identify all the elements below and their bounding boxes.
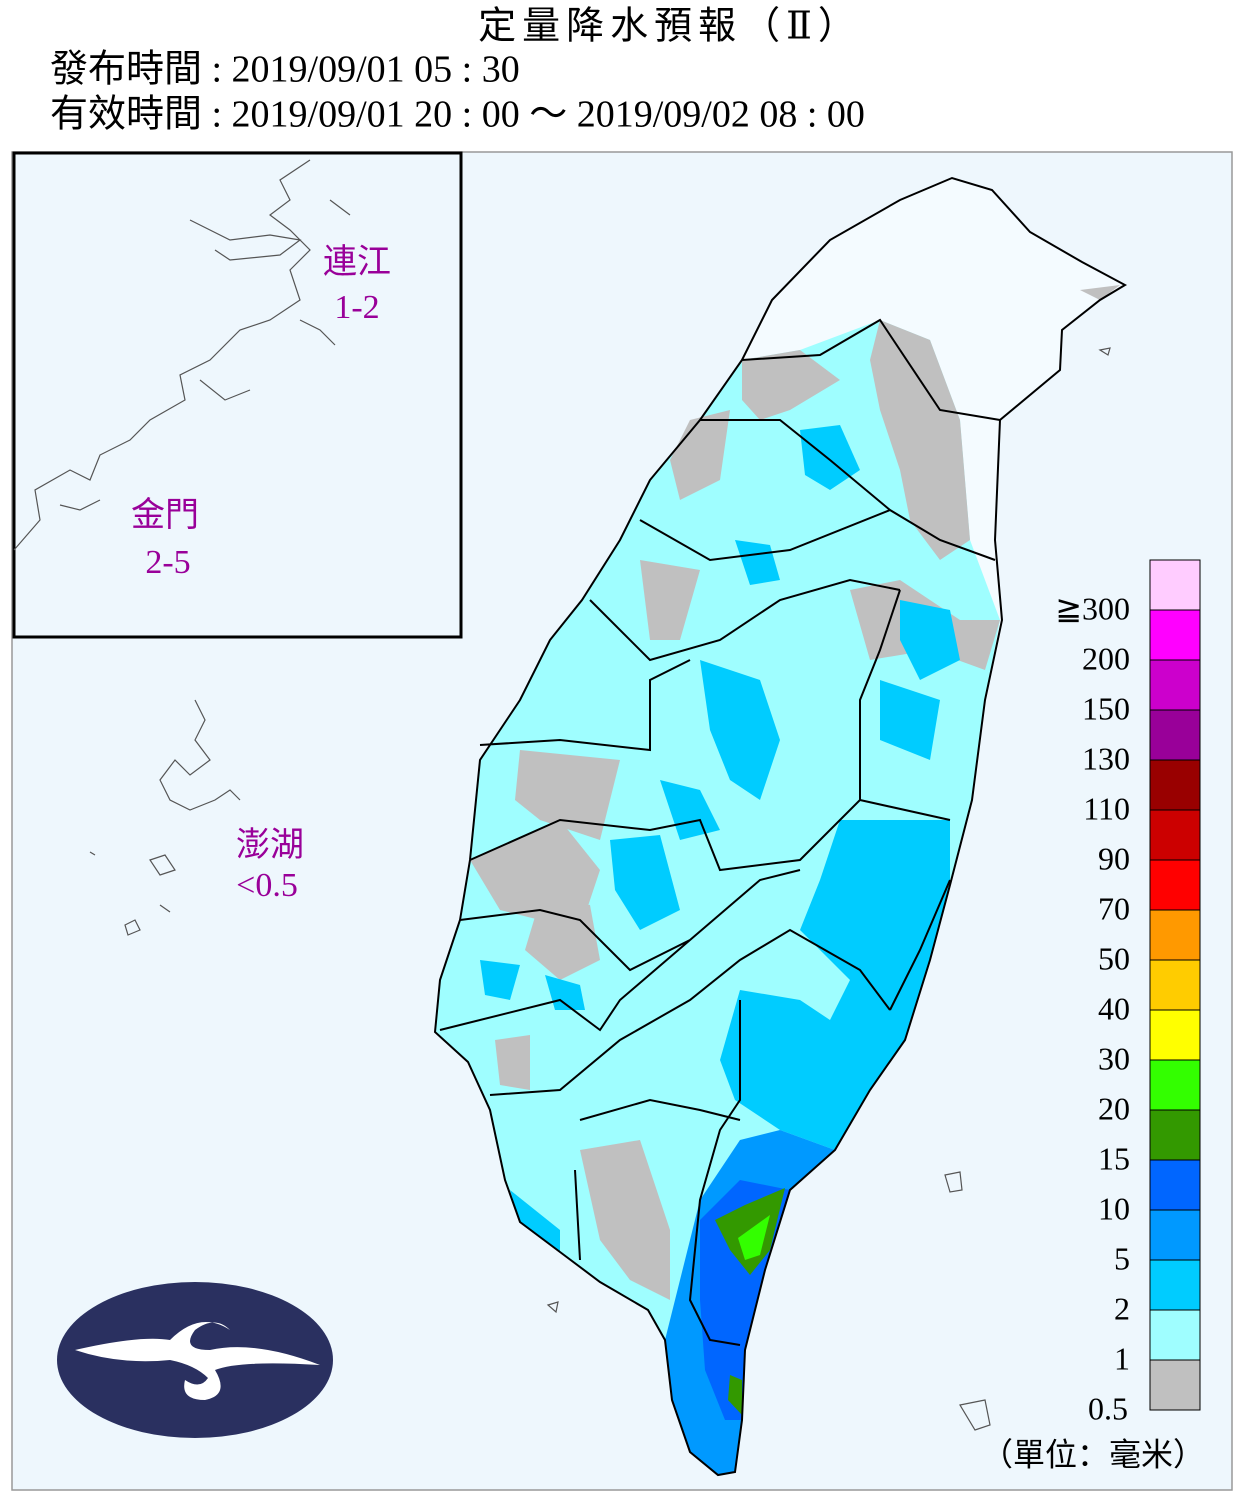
county-borders bbox=[439, 318, 1001, 1346]
legend-unit: （單位：毫米） bbox=[981, 1436, 1205, 1472]
legend-label: 200 bbox=[1082, 640, 1130, 676]
legend-label: 5 bbox=[1114, 1240, 1130, 1276]
legend-swatch bbox=[1149, 1259, 1201, 1311]
region-name: 金門 bbox=[131, 496, 199, 534]
rain-2-5 bbox=[480, 425, 960, 1252]
legend-swatch bbox=[1149, 709, 1201, 761]
legend-swatch bbox=[1149, 1109, 1201, 1161]
legend-label: 50 bbox=[1098, 940, 1130, 976]
region-name: 澎湖 bbox=[236, 826, 304, 864]
inset: 連江 1-2 金門 2-5 bbox=[12, 151, 463, 639]
legend-label: 15 bbox=[1098, 1140, 1130, 1176]
legend: （單位：毫米） 0.5 1 2 5 10 15 20 30 40 50 70 90 110 130 150 2… bbox=[981, 559, 1205, 1472]
legend-swatch bbox=[1149, 959, 1201, 1011]
legend-swatch bbox=[1149, 1309, 1201, 1361]
legend-swatch bbox=[1149, 609, 1201, 661]
rain-20-30 bbox=[738, 1215, 770, 1260]
legend-swatch bbox=[1149, 1359, 1201, 1411]
rain-0.5-1 bbox=[470, 285, 1120, 1300]
legend-swatch bbox=[1149, 559, 1201, 611]
taiwan-map bbox=[433, 176, 1128, 1477]
legend-label: 70 bbox=[1098, 890, 1130, 926]
legend-label: 20 bbox=[1098, 1090, 1130, 1126]
legend-label: 110 bbox=[1083, 790, 1130, 826]
region-range: 2-5 bbox=[145, 544, 190, 581]
legend-swatch bbox=[1149, 809, 1201, 861]
legend-label: 90 bbox=[1098, 840, 1130, 876]
cwb-logo bbox=[57, 1282, 333, 1438]
legend-label: 40 bbox=[1098, 990, 1130, 1026]
legend-swatch bbox=[1149, 759, 1201, 811]
legend-swatch bbox=[1149, 859, 1201, 911]
legend-label: 10 bbox=[1098, 1190, 1130, 1226]
legend-label: 0.5 bbox=[1088, 1390, 1128, 1426]
logo-swirl bbox=[75, 1322, 320, 1400]
penghu-coastline bbox=[89, 699, 241, 936]
legend-swatch bbox=[1149, 1059, 1201, 1111]
legend-label: 30 bbox=[1098, 1040, 1130, 1076]
title: 定量降水預報（Ⅱ） bbox=[478, 6, 862, 48]
region-name: 連江 bbox=[323, 243, 391, 281]
penghu: 澎湖 <0.5 bbox=[89, 699, 304, 936]
legend-swatch bbox=[1149, 1209, 1201, 1261]
legend-swatch bbox=[1149, 1009, 1201, 1061]
legend-label: 1 bbox=[1114, 1340, 1130, 1376]
legend-label: ≧300 bbox=[1055, 590, 1130, 626]
islets bbox=[546, 347, 1111, 1431]
legend-label: 2 bbox=[1114, 1290, 1130, 1326]
issue-time: 發布時間 : 2019/09/01 05 : 30 bbox=[50, 49, 520, 91]
legend-label: 130 bbox=[1082, 740, 1130, 776]
inset-coastline bbox=[13, 159, 351, 551]
legend-swatch bbox=[1149, 909, 1201, 961]
region-range: <0.5 bbox=[236, 867, 298, 904]
legend-label: 150 bbox=[1082, 690, 1130, 726]
legend-swatch bbox=[1149, 1159, 1201, 1211]
legend-swatch bbox=[1149, 659, 1201, 711]
coastline bbox=[433, 176, 1128, 1477]
valid-time: 有效時間 : 2019/09/01 20 : 00 ～ 2019/09/02 0… bbox=[50, 94, 865, 136]
rain-15-20 bbox=[728, 1375, 742, 1415]
region-range: 1-2 bbox=[334, 289, 379, 326]
